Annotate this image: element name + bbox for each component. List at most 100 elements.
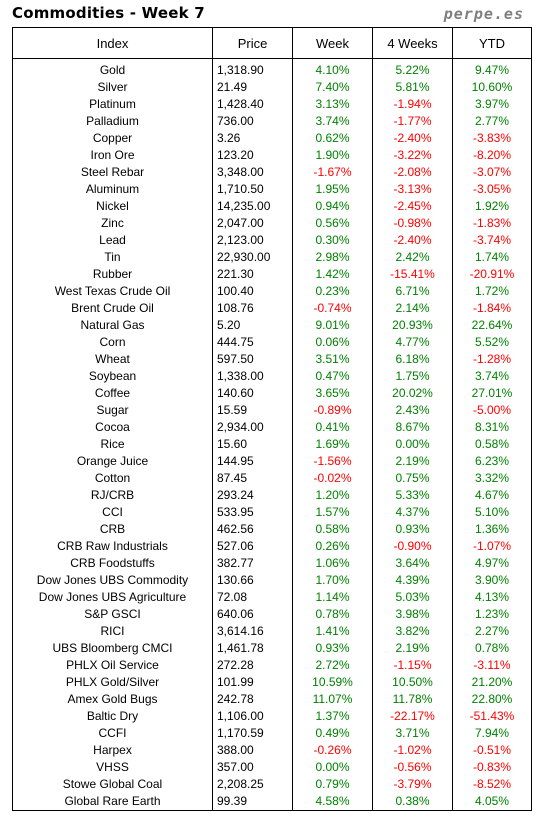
ytd-change-cell: 3.90% (452, 572, 532, 589)
four-weeks-change-cell: 5.81% (372, 79, 453, 96)
price-cell: 272.28 (212, 657, 293, 674)
four-weeks-change-cell: 0.93% (372, 521, 453, 538)
table-row: Brent Crude Oil 108.76 -0.74% 2.14% -1.84% (12, 300, 532, 317)
table-row: S&P GSCI 640.06 0.78% 3.98% 1.23% (12, 606, 532, 623)
ytd-change-cell: -3.74% (452, 232, 532, 249)
four-weeks-change-cell: 6.71% (372, 283, 453, 300)
index-cell: CRB (12, 521, 213, 538)
index-cell: Rubber (12, 266, 213, 283)
table-row: Aluminum 1,710.50 1.95% -3.13% -3.05% (12, 181, 532, 198)
table-row: Lead 2,123.00 0.30% -2.40% -3.74% (12, 232, 532, 249)
four-weeks-change-cell: 1.75% (372, 368, 453, 385)
index-cell: Gold (12, 58, 213, 79)
week-change-cell: 1.37% (292, 708, 373, 725)
table-row: Corn 444.75 0.06% 4.77% 5.52% (12, 334, 532, 351)
price-cell: 15.60 (212, 436, 293, 453)
table-row: Iron Ore 123.20 1.90% -3.22% -8.20% (12, 147, 532, 164)
four-weeks-change-cell: 0.75% (372, 470, 453, 487)
index-cell: Tin (12, 249, 213, 266)
table-row: Dow Jones UBS Commodity 130.66 1.70% 4.39% 3… (12, 572, 532, 589)
week-change-cell: 1.06% (292, 555, 373, 572)
four-weeks-change-cell: 2.19% (372, 640, 453, 657)
ytd-change-cell: 1.36% (452, 521, 532, 538)
table-row: Global Rare Earth 99.39 4.58% 0.38% 4.05% (12, 793, 532, 811)
ytd-change-cell: -8.52% (452, 776, 532, 793)
week-change-cell: 11.07% (292, 691, 373, 708)
table-row: CRB 462.56 0.58% 0.93% 1.36% (12, 521, 532, 538)
ytd-change-cell: 22.64% (452, 317, 532, 334)
index-cell: S&P GSCI (12, 606, 213, 623)
ytd-change-cell: 4.97% (452, 555, 532, 572)
ytd-change-cell: -0.83% (452, 759, 532, 776)
ytd-change-cell: -3.11% (452, 657, 532, 674)
index-cell: Cotton (12, 470, 213, 487)
table-row: PHLX Gold/Silver 101.99 10.59% 10.50% 21.20% (12, 674, 532, 691)
week-change-cell: 0.79% (292, 776, 373, 793)
commodities-table: Index Price Week 4 Weeks YTD Gold 1,318.9… (12, 27, 532, 811)
week-change-cell: 3.13% (292, 96, 373, 113)
index-cell: UBS Bloomberg CMCI (12, 640, 213, 657)
table-row: CRB Foodstuffs 382.77 1.06% 3.64% 4.97% (12, 555, 532, 572)
week-change-cell: 1.41% (292, 623, 373, 640)
ytd-change-cell: 7.94% (452, 725, 532, 742)
four-weeks-change-cell: 0.38% (372, 793, 453, 811)
table-row: Copper 3.26 0.62% -2.40% -3.83% (12, 130, 532, 147)
table-row: Steel Rebar 3,348.00 -1.67% -2.08% -3.07% (12, 164, 532, 181)
ytd-change-cell: 3.74% (452, 368, 532, 385)
brand-watermark: perpe.es (443, 5, 524, 23)
four-weeks-change-cell: 6.18% (372, 351, 453, 368)
price-cell: 15.59 (212, 402, 293, 419)
ytd-change-cell: 5.10% (452, 504, 532, 521)
column-header-ytd: YTD (452, 27, 532, 59)
index-cell: VHSS (12, 759, 213, 776)
index-cell: Nickel (12, 198, 213, 215)
week-change-cell: 1.69% (292, 436, 373, 453)
four-weeks-change-cell: -2.40% (372, 130, 453, 147)
week-change-cell: 1.42% (292, 266, 373, 283)
table-row: Cocoa 2,934.00 0.41% 8.67% 8.31% (12, 419, 532, 436)
four-weeks-change-cell: -2.40% (372, 232, 453, 249)
four-weeks-change-cell: 8.67% (372, 419, 453, 436)
index-cell: Copper (12, 130, 213, 147)
price-cell: 382.77 (212, 555, 293, 572)
table-row: Rubber 221.30 1.42% -15.41% -20.91% (12, 266, 532, 283)
four-weeks-change-cell: 2.42% (372, 249, 453, 266)
index-cell: Iron Ore (12, 147, 213, 164)
four-weeks-change-cell: -2.45% (372, 198, 453, 215)
index-cell: Natural Gas (12, 317, 213, 334)
index-cell: West Texas Crude Oil (12, 283, 213, 300)
week-change-cell: -0.89% (292, 402, 373, 419)
ytd-change-cell: -5.00% (452, 402, 532, 419)
week-change-cell: 0.93% (292, 640, 373, 657)
index-cell: CRB Raw Industrials (12, 538, 213, 555)
four-weeks-change-cell: 20.02% (372, 385, 453, 402)
price-cell: 1,318.90 (212, 58, 293, 79)
table-row: Coffee 140.60 3.65% 20.02% 27.01% (12, 385, 532, 402)
price-cell: 462.56 (212, 521, 293, 538)
week-change-cell: 0.78% (292, 606, 373, 623)
table-row: Natural Gas 5.20 9.01% 20.93% 22.64% (12, 317, 532, 334)
index-cell: RJ/CRB (12, 487, 213, 504)
week-change-cell: 0.58% (292, 521, 373, 538)
index-cell: Steel Rebar (12, 164, 213, 181)
four-weeks-change-cell: -3.13% (372, 181, 453, 198)
four-weeks-change-cell: 4.37% (372, 504, 453, 521)
week-change-cell: -0.02% (292, 470, 373, 487)
week-change-cell: -0.26% (292, 742, 373, 759)
price-cell: 108.76 (212, 300, 293, 317)
index-cell: Cocoa (12, 419, 213, 436)
four-weeks-change-cell: 2.43% (372, 402, 453, 419)
ytd-change-cell: 1.92% (452, 198, 532, 215)
four-weeks-change-cell: -0.56% (372, 759, 453, 776)
four-weeks-change-cell: -2.08% (372, 164, 453, 181)
index-cell: Palladium (12, 113, 213, 130)
table-row: Platinum 1,428.40 3.13% -1.94% 3.97% (12, 96, 532, 113)
week-change-cell: 0.23% (292, 283, 373, 300)
week-change-cell: 0.62% (292, 130, 373, 147)
four-weeks-change-cell: 10.50% (372, 674, 453, 691)
ytd-change-cell: 27.01% (452, 385, 532, 402)
table-row: Amex Gold Bugs 242.78 11.07% 11.78% 22.80% (12, 691, 532, 708)
price-cell: 1,338.00 (212, 368, 293, 385)
price-cell: 144.95 (212, 453, 293, 470)
price-cell: 242.78 (212, 691, 293, 708)
